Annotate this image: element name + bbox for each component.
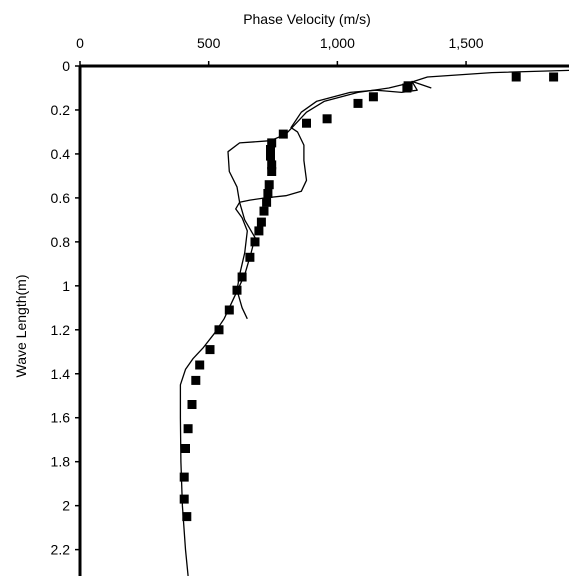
x-tick-label: 1,500 xyxy=(449,35,484,51)
y-tick-label: 1.4 xyxy=(51,366,71,382)
y-tick-label: 0.8 xyxy=(51,234,71,250)
y-tick-labels: 0 0.2 0.4 0.6 0.8 1 1.2 1.4 1.6 1.8 2 2.2 xyxy=(51,58,80,558)
data-point xyxy=(181,444,190,453)
y-tick-label: 1.2 xyxy=(51,322,71,338)
data-point xyxy=(256,217,266,227)
y-axis-title: Wave Length(m) xyxy=(13,275,29,378)
y-tick-label: 0.2 xyxy=(51,102,71,118)
x-tick-label: 1,000 xyxy=(320,35,355,51)
data-point xyxy=(322,114,332,124)
data-point xyxy=(254,226,264,236)
series-layer xyxy=(179,69,569,576)
data-point xyxy=(224,305,234,315)
data-point xyxy=(549,72,559,82)
data-point xyxy=(183,424,193,434)
data-point xyxy=(511,72,521,82)
data-point xyxy=(267,160,277,170)
data-point xyxy=(259,206,269,216)
y-tick-label: 0 xyxy=(62,58,70,74)
y-tick-label: 2 xyxy=(62,498,70,514)
data-point xyxy=(182,512,192,522)
x-tick-labels: 0 500 1,000 1,500 xyxy=(76,35,484,66)
y-tick-label: 1 xyxy=(62,278,70,294)
data-point xyxy=(179,494,189,504)
series-line-1 xyxy=(179,69,569,576)
series-line-2 xyxy=(235,80,432,320)
data-point xyxy=(266,145,275,154)
data-point xyxy=(232,285,242,295)
y-tick-label: 1.8 xyxy=(51,454,71,470)
data-point xyxy=(245,252,255,262)
y-tick-label: 0.6 xyxy=(51,190,71,206)
data-point xyxy=(187,400,197,409)
data-point xyxy=(179,472,189,482)
data-point xyxy=(302,118,311,128)
data-point xyxy=(263,189,273,198)
data-point xyxy=(205,345,215,355)
data-point xyxy=(267,138,277,148)
data-point xyxy=(278,129,288,139)
data-point xyxy=(237,272,247,282)
data-point xyxy=(267,167,277,176)
data-point xyxy=(195,360,205,370)
data-point xyxy=(266,151,275,161)
data-point xyxy=(262,197,272,207)
data-point xyxy=(191,375,201,385)
x-tick-label: 0 xyxy=(76,35,84,51)
data-point xyxy=(250,237,260,247)
y-tick-label: 2.2 xyxy=(51,542,71,558)
x-axis-title: Phase Velocity (m/s) xyxy=(243,11,371,27)
data-point xyxy=(368,92,378,102)
y-tick-label: 1.6 xyxy=(51,410,71,426)
plot-area xyxy=(78,64,569,576)
x-tick-label: 500 xyxy=(197,35,221,51)
data-point xyxy=(402,83,412,93)
data-point xyxy=(353,98,363,108)
y-tick-label: 0.4 xyxy=(51,146,71,162)
data-point xyxy=(264,180,274,190)
data-point xyxy=(214,325,224,335)
